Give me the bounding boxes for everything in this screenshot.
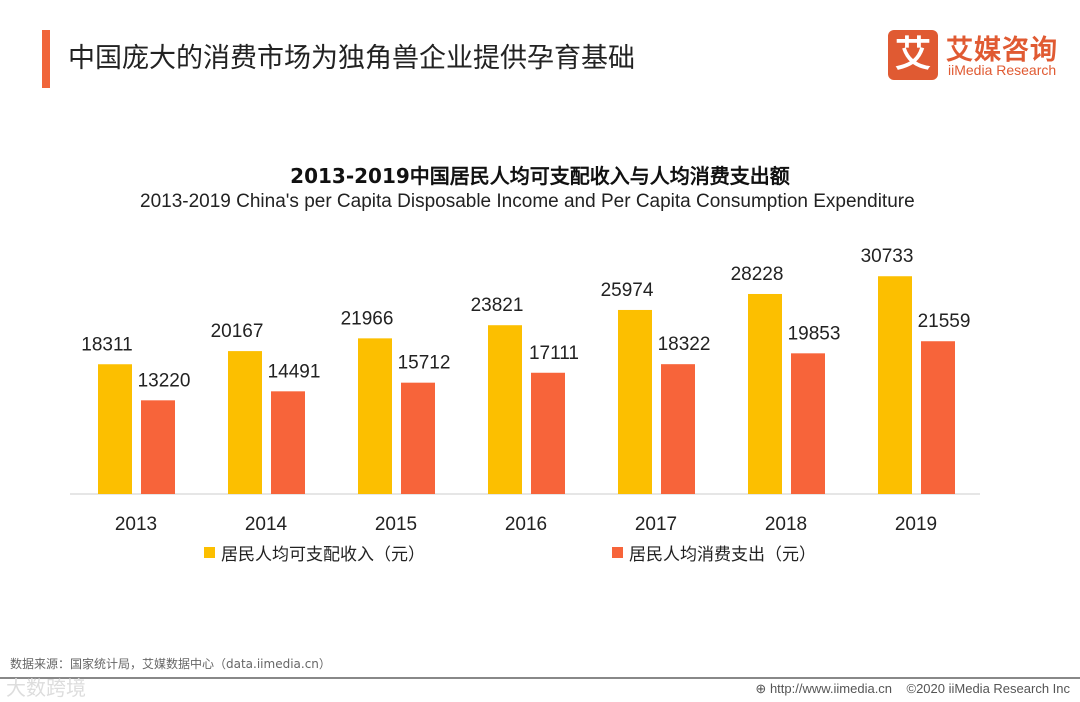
bar-expenditure [921,341,955,494]
data-source: 数据来源：国家统计局，艾媒数据中心（data.iimedia.cn） [10,657,331,671]
chart-subtitle: 2013-2019 China's per Capita Disposable … [140,191,915,212]
x-tick-label: 2019 [895,514,937,535]
logo: 艾 艾媒咨询 iiMedia Research [888,30,1078,82]
bar-income [618,309,652,494]
bar-expenditure [271,391,305,494]
bar-income [228,351,262,494]
x-tick-label: 2017 [635,514,677,535]
logo-mark: 艾 [888,30,938,80]
bar-expenditure [791,353,825,494]
globe-icon: ⊕ [755,681,767,696]
bar-expenditure [141,400,175,494]
logo-cn: 艾媒咨询 [946,35,1058,66]
data-label: 28228 [731,264,784,285]
legend-label: 居民人均消费支出（元） [629,545,816,565]
data-label: 17111 [529,343,579,364]
page-title: 中国庞大的消费市场为独角兽企业提供孕育基础 [68,43,635,74]
data-label: 21966 [341,308,394,329]
x-tick-label: 2016 [505,514,547,535]
data-label: 20167 [211,321,264,342]
bar-expenditure [401,382,435,494]
bar-income [98,364,132,494]
data-label: 13220 [138,370,191,391]
data-label: 25974 [601,280,654,301]
legend-item-income: 居民人均可支配收入（元） [204,540,425,565]
legend-item-expenditure: 居民人均消费支出（元） [612,540,816,565]
data-label: 18311 [81,334,132,355]
bar-income [748,293,782,494]
data-label: 30733 [861,246,914,267]
title-accent [42,30,50,88]
logo-en: iiMedia Research [948,62,1057,78]
legend-label: 居民人均可支配收入（元） [221,545,425,565]
data-label: 21559 [918,311,971,332]
bar-income [488,325,522,494]
x-tick-label: 2013 [115,514,157,535]
data-label: 18322 [658,334,711,355]
footer-copyright: ©2020 iiMedia Research Inc [906,681,1071,696]
bar-income [358,338,392,494]
legend-swatch [204,547,215,558]
data-label: 23821 [471,295,524,316]
data-label: 19853 [788,323,841,344]
data-label: 15712 [398,353,451,374]
footer-divider [0,677,1080,679]
legend-swatch [612,547,623,558]
data-label: 14491 [268,361,321,382]
watermark: 大数跨境 [6,676,86,700]
bar-expenditure [531,372,565,494]
bar-income [878,276,912,494]
chart-title: 2013-2019中国居民人均可支配收入与人均消费支出额 [290,164,790,188]
x-tick-label: 2018 [765,514,807,535]
footer-info: ⊕ http://www.iimedia.cn ©2020 iiMedia Re… [755,681,1070,697]
x-tick-label: 2015 [375,514,417,535]
x-tick-label: 2014 [245,514,288,535]
footer-url[interactable]: http://www.iimedia.cn [769,681,893,696]
bar-expenditure [661,364,695,494]
